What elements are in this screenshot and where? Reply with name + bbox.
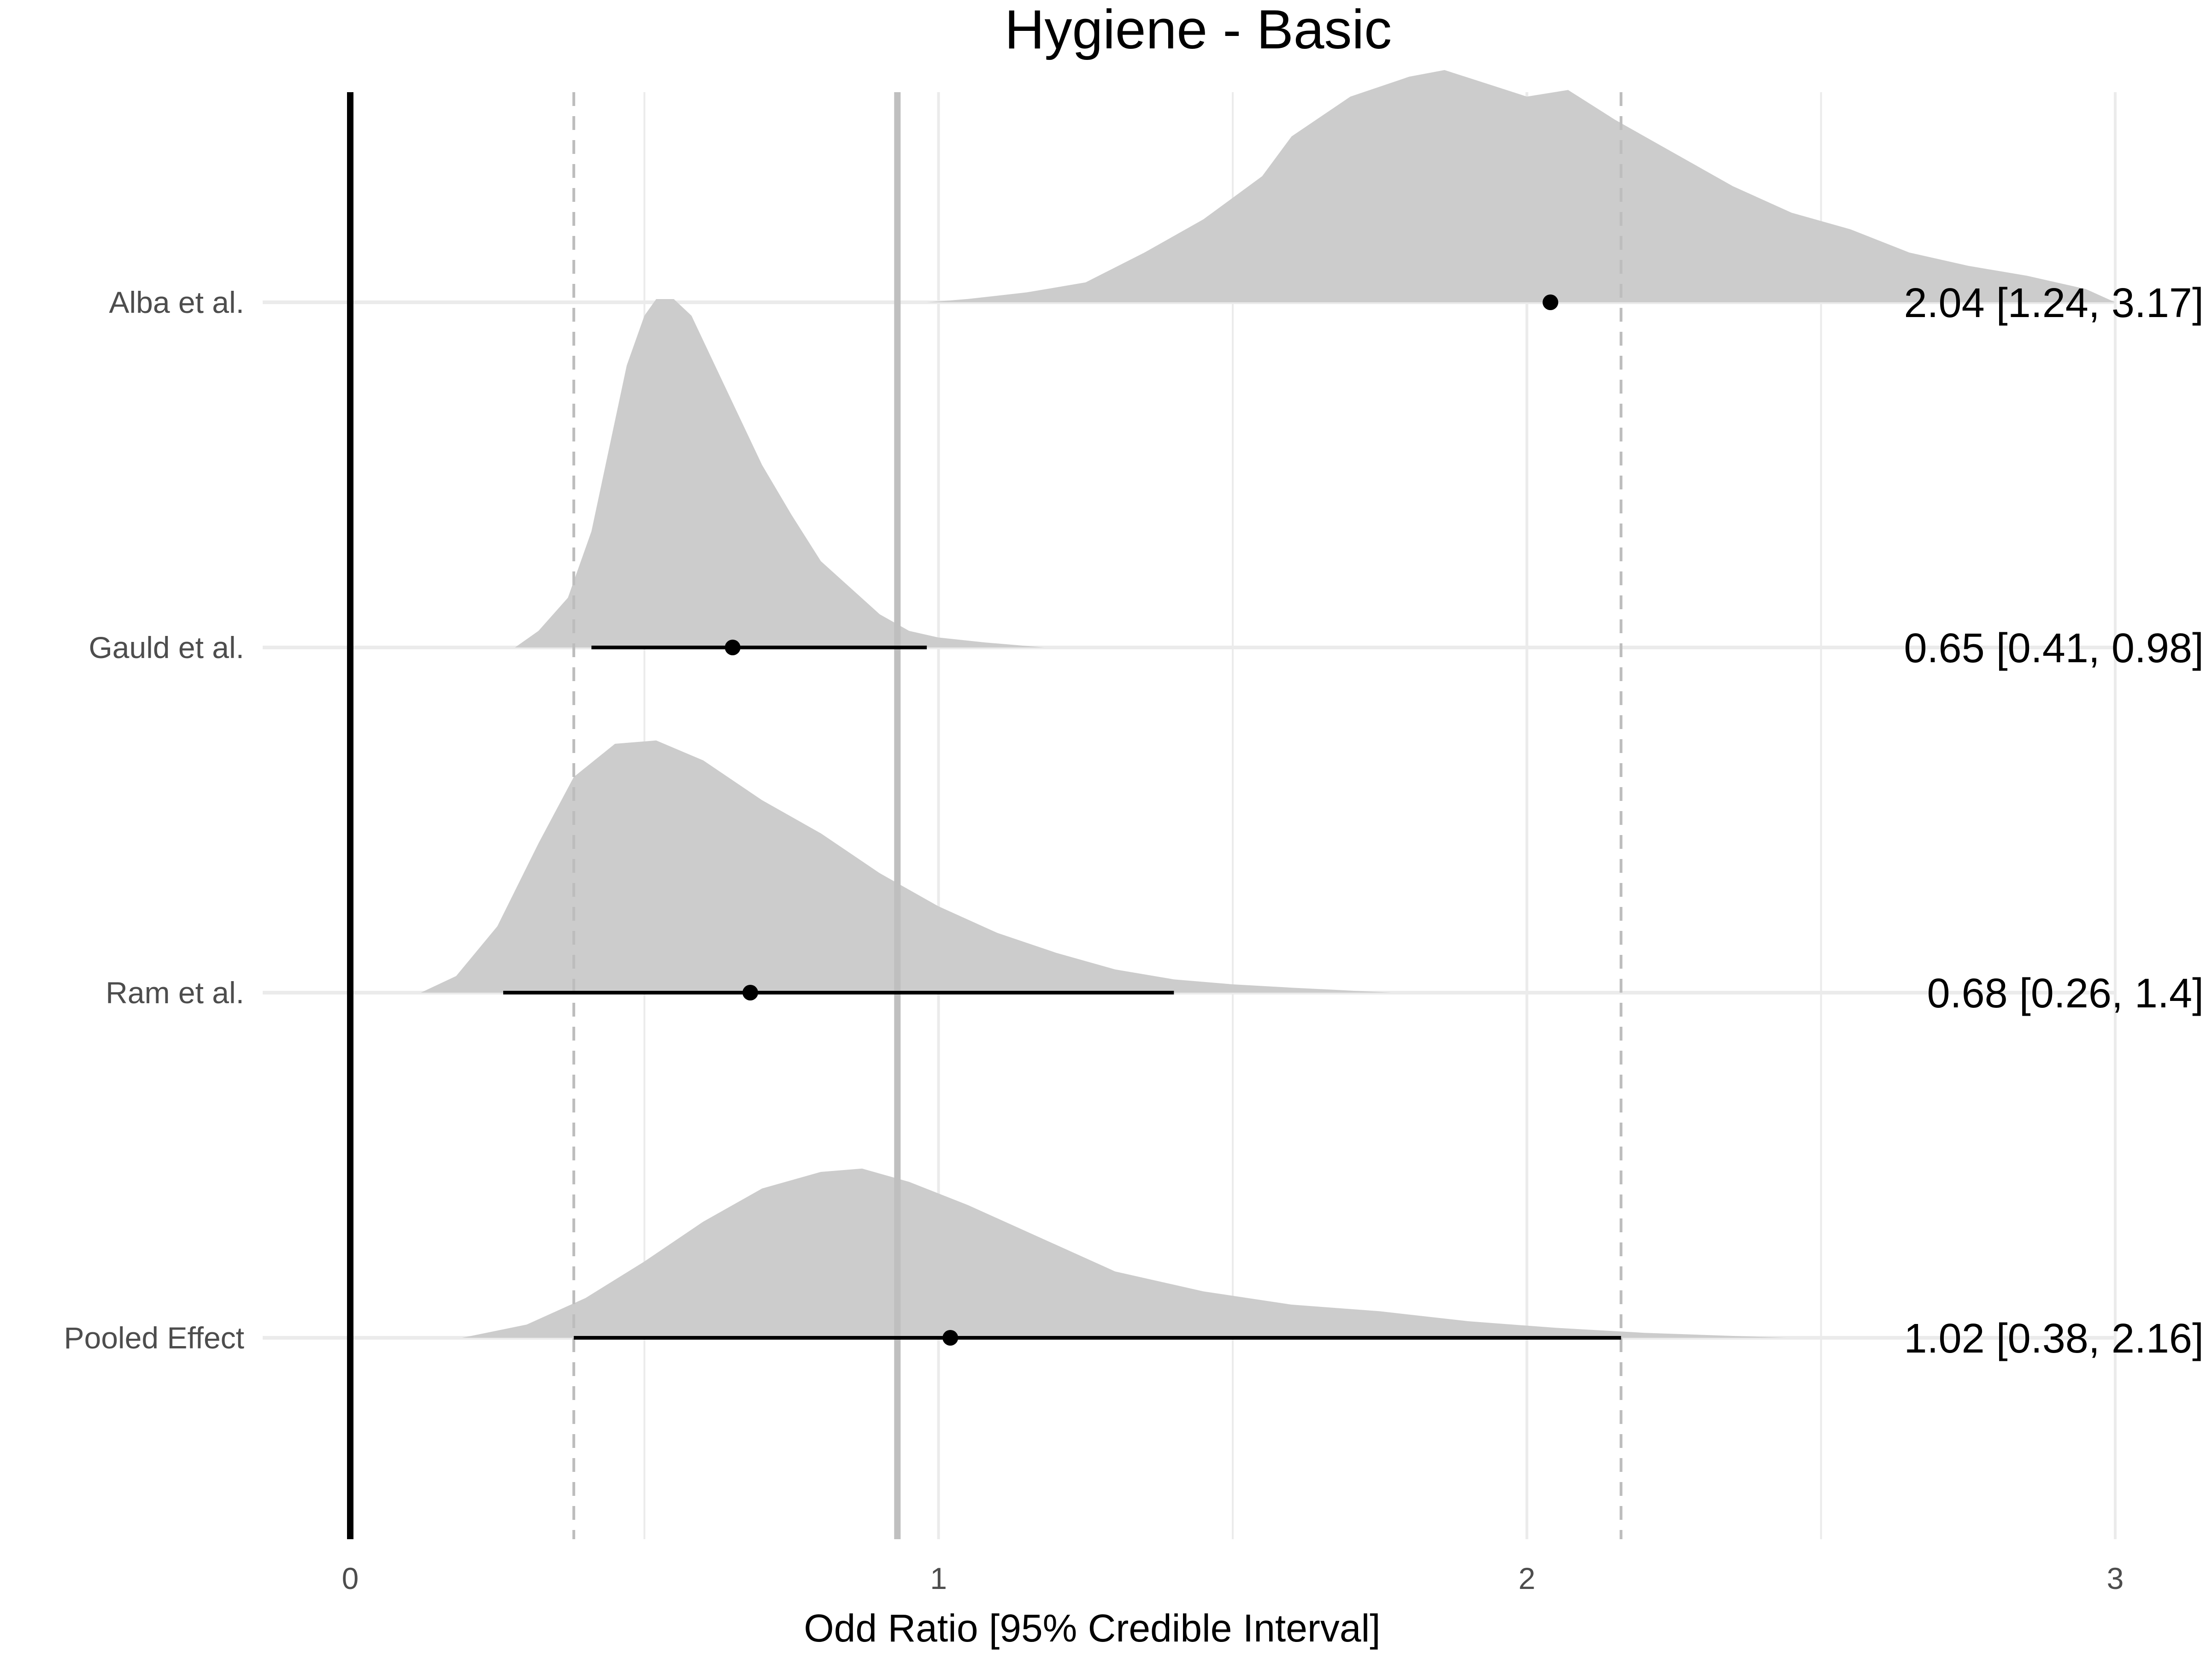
interval-layer xyxy=(503,294,1621,1346)
study-label: Alba et al. xyxy=(109,285,244,319)
estimate-label: 0.65 [0.41, 0.98] xyxy=(1904,625,2204,671)
density-pooled-effect xyxy=(462,1168,1786,1338)
x-axis-title: Odd Ratio [95% Credible Interval] xyxy=(804,1606,1380,1650)
study-label: Pooled Effect xyxy=(64,1321,244,1355)
density-alba-et-al- xyxy=(927,70,2115,302)
estimate-label: 0.68 [0.26, 1.4] xyxy=(1927,971,2204,1017)
point-estimate xyxy=(942,1330,959,1346)
density-gauld-et-al- xyxy=(515,299,1045,647)
x-tick-label: 3 xyxy=(2107,1561,2124,1595)
point-estimate xyxy=(1542,294,1559,310)
point-estimate xyxy=(742,985,759,1000)
estimate-label: 1.02 [0.38, 2.16] xyxy=(1904,1316,2204,1362)
label-layer: Alba et al. 2.04 [1.24, 3.17] Gauld et al.… xyxy=(64,280,2204,1595)
x-tick-label: 2 xyxy=(1518,1561,1535,1595)
x-tick-label: 1 xyxy=(930,1561,947,1595)
study-label: Gauld et al. xyxy=(88,630,244,665)
x-tick-label: 0 xyxy=(342,1561,359,1595)
estimate-label: 2.04 [1.24, 3.17] xyxy=(1904,280,2204,326)
density-layer xyxy=(421,70,2115,1338)
study-label: Ram et al. xyxy=(106,976,244,1010)
reference-lines-layer xyxy=(347,92,1623,1539)
chart-title: Hygiene - Basic xyxy=(1005,0,1392,60)
density-ram-et-al- xyxy=(421,740,1392,993)
point-estimate xyxy=(724,640,741,655)
